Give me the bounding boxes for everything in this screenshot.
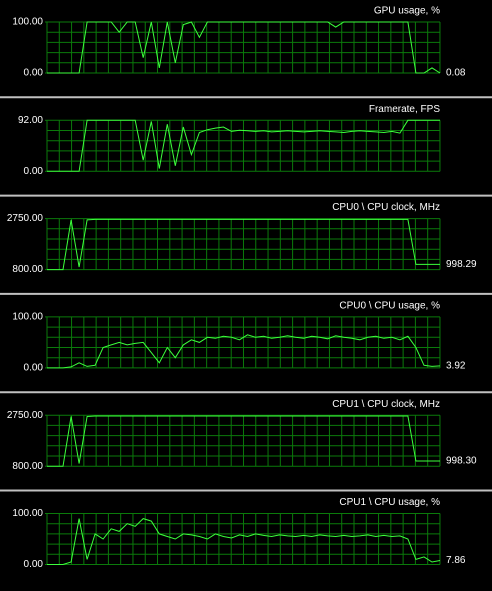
y-tick-label: 100.00 <box>12 17 43 28</box>
data-line <box>47 218 440 271</box>
y-tick-label: 2750.00 <box>7 213 44 224</box>
data-line <box>47 518 441 565</box>
current-value: 998.30 <box>446 456 477 467</box>
current-value: 3.92 <box>446 361 466 372</box>
y-tick-label: 800.00 <box>12 461 43 472</box>
y-tick-label: 0.00 <box>24 166 44 177</box>
current-value: 998.29 <box>446 259 477 270</box>
y-tick-label: 0.00 <box>24 68 44 79</box>
panel-title: CPU1 \ CPU clock, MHz <box>332 399 440 410</box>
current-value: 7.86 <box>446 555 466 566</box>
data-line <box>47 119 440 172</box>
panel-title: Framerate, FPS <box>369 104 440 115</box>
data-line <box>47 334 441 369</box>
y-tick-label: 0.00 <box>24 363 44 374</box>
y-tick-label: 2750.00 <box>7 410 44 421</box>
panel-title: GPU usage, % <box>374 6 440 17</box>
current-value: 0.08 <box>446 68 466 79</box>
y-tick-label: 100.00 <box>12 312 43 323</box>
panel-title: CPU1 \ CPU usage, % <box>339 497 440 508</box>
data-line <box>47 415 440 467</box>
panel-title: CPU0 \ CPU clock, MHz <box>332 202 440 213</box>
y-tick-label: 92.00 <box>18 115 43 126</box>
y-tick-label: 100.00 <box>12 508 43 519</box>
panel-title: CPU0 \ CPU usage, % <box>339 301 440 312</box>
y-tick-label: 800.00 <box>12 264 43 275</box>
data-line <box>47 21 441 74</box>
y-tick-label: 0.00 <box>24 559 44 570</box>
